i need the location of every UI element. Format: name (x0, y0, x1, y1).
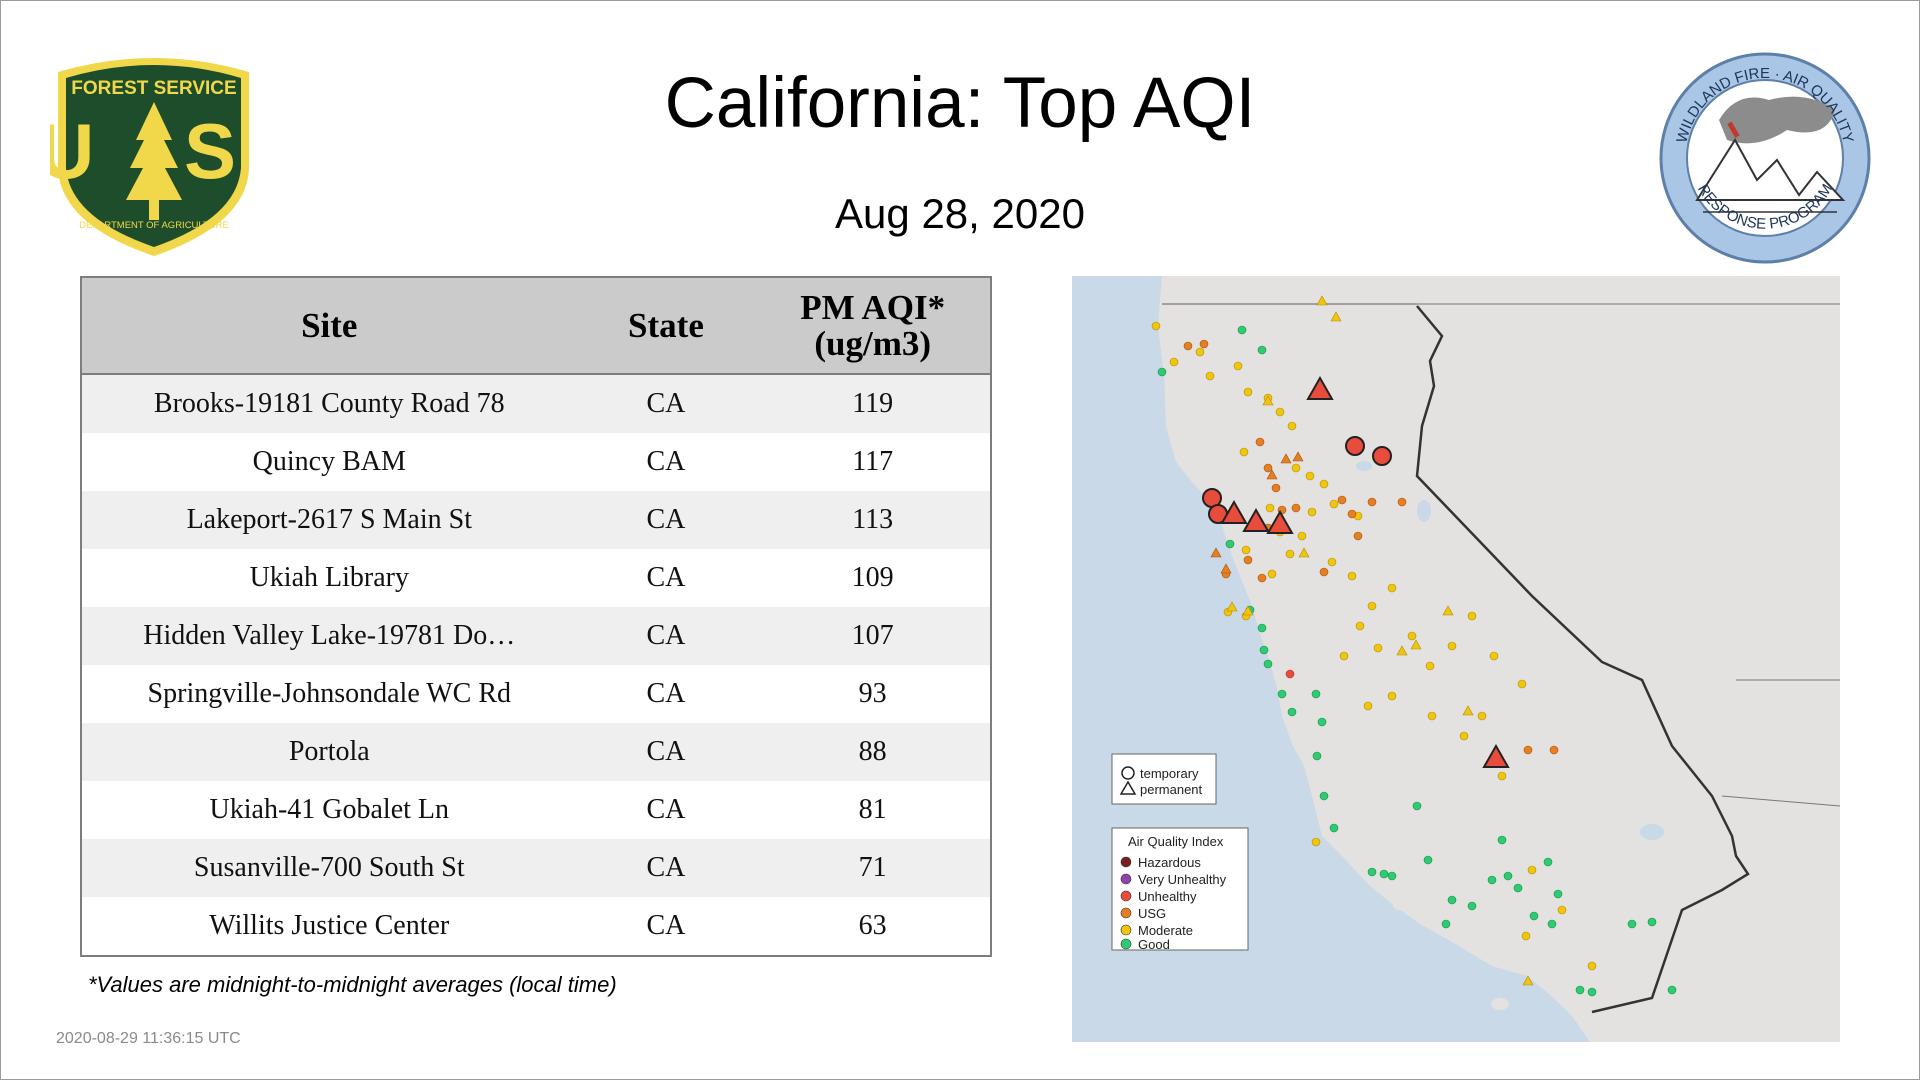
air-quality-program-logo: WILDLAND FIRE · AIR QUALITY RESPONSE PRO… (1659, 52, 1871, 264)
table-row: Lakeport-2617 S Main St CA 113 (81, 491, 991, 549)
temporary-marker-icon (1121, 766, 1135, 780)
site-cell: Hidden Valley Lake-19781 Do… (81, 607, 577, 665)
aqi-value-cell: 63 (755, 897, 991, 956)
aqi-value-cell: 71 (755, 839, 991, 897)
permanent-marker-icon (1119, 780, 1137, 795)
state-cell: CA (576, 781, 756, 839)
table-row: Ukiah Library CA 109 (81, 549, 991, 607)
legend-hazardous-label: Hazardous (1138, 855, 1201, 870)
moderate-swatch (1120, 924, 1132, 936)
island (1393, 901, 1421, 911)
lake-tahoe (1417, 500, 1431, 522)
hazardous-swatch (1120, 856, 1132, 868)
aqi-header-line1: PM AQI* (800, 287, 946, 327)
state-cell: CA (576, 897, 756, 956)
aqi-value-cell: 117 (755, 433, 991, 491)
table-row: Susanville-700 South St CA 71 (81, 839, 991, 897)
timestamp: 2020-08-29 11:36:15 UTC (56, 1030, 241, 1047)
state-cell: CA (576, 723, 756, 781)
site-cell: Quincy BAM (81, 433, 577, 491)
unhealthy-monitors (1202, 375, 1510, 768)
aqi-header-line2: (ug/m3) (814, 323, 931, 363)
site-cell: Portola (81, 723, 577, 781)
nevada-border (1417, 303, 1840, 807)
table-row: Hidden Valley Lake-19781 Do… CA 107 (81, 607, 991, 665)
table-row: Springville-Johnsondale WC Rd CA 93 (81, 665, 991, 723)
aqi-value-cell: 113 (755, 491, 991, 549)
site-column-header: Site (81, 277, 577, 375)
footnote: *Values are midnight-to-midnight average… (88, 972, 617, 997)
legend-usg-label: USG (1138, 906, 1166, 921)
land-area (1158, 276, 1840, 1042)
very-unhealthy-swatch (1120, 873, 1132, 885)
forest-service-logo: FOREST SERVICE U S DEPARTMENT OF AGRICUL… (50, 58, 249, 256)
moderate-permanent-monitors (1226, 295, 1534, 986)
state-cell: CA (576, 607, 756, 665)
table-row: Willits Justice Center CA 63 (81, 897, 991, 956)
island (1422, 910, 1442, 918)
site-cell: Willits Justice Center (81, 897, 577, 956)
aqi-value-cell: 119 (755, 374, 991, 433)
site-cell: Springville-Johnsondale WC Rd (81, 665, 577, 723)
aqi-value-cell: 109 (755, 549, 991, 607)
state-cell: CA (576, 491, 756, 549)
aqi-value-cell: 107 (755, 607, 991, 665)
table-row: Brooks-19181 County Road 78 CA 119 (81, 374, 991, 433)
usg-monitors (1183, 339, 1559, 755)
good-swatch (1120, 938, 1132, 950)
unhealthy-swatch (1120, 890, 1132, 902)
state-column-header: State (576, 277, 756, 375)
monitor-type-legend: temporary permanent (1111, 753, 1217, 805)
state-cell: CA (576, 374, 756, 433)
state-cell: CA (576, 665, 756, 723)
aqi-value-cell: 81 (755, 781, 991, 839)
table-row: Quincy BAM CA 117 (81, 433, 991, 491)
state-cell: CA (576, 839, 756, 897)
site-cell: Brooks-19181 County Road 78 (81, 374, 577, 433)
site-cell: Lakeport-2617 S Main St (81, 491, 577, 549)
legend-temporary-label: temporary (1140, 766, 1199, 781)
aqi-value-cell: 93 (755, 665, 991, 723)
legend-permanent-label: permanent (1140, 782, 1203, 797)
state-cell: CA (576, 433, 756, 491)
pine-tree-icon (126, 102, 182, 220)
aqi-table: Site State PM AQI* (ug/m3) Brooks-19181 … (80, 276, 992, 957)
page-date: Aug 28, 2020 (835, 190, 1085, 237)
island (1491, 998, 1509, 1010)
california-border (1415, 305, 1750, 1014)
aqi-column-header: PM AQI* (ug/m3) (755, 277, 991, 375)
good-monitors (1157, 325, 1677, 997)
usg-permanent-monitors (1210, 451, 1304, 574)
site-cell: Ukiah Library (81, 549, 577, 607)
aqi-legend: Air Quality Index Hazardous Very Unhealt… (1111, 827, 1249, 952)
legend-unhealthy-label: Unhealthy (1138, 889, 1197, 904)
site-cell: Ukiah-41 Gobalet Ln (81, 781, 577, 839)
lake (1640, 824, 1664, 840)
logo-forest-service-text: FOREST SERVICE (71, 78, 236, 99)
usg-swatch (1120, 907, 1132, 919)
california-aqi-map: temporary permanent Air Quality Index Ha… (1072, 276, 1840, 1042)
aqi-legend-title: Air Quality Index (1128, 834, 1224, 849)
smoke-icon (1719, 96, 1835, 144)
legend-moderate-label: Moderate (1138, 923, 1193, 938)
unhealthy-monitor (1285, 669, 1295, 679)
table-row: Ukiah-41 Gobalet Ln CA 81 (81, 781, 991, 839)
aqi-value-cell: 88 (755, 723, 991, 781)
legend-good-label: Good (1138, 937, 1170, 952)
logo-department-text: DEPARTMENT OF AGRICULTURE (79, 220, 229, 231)
lake (1356, 461, 1372, 471)
state-cell: CA (576, 549, 756, 607)
legend-very-unhealthy-label: Very Unhealthy (1138, 872, 1227, 887)
mountains-icon (1695, 138, 1846, 201)
site-cell: Susanville-700 South St (81, 839, 577, 897)
table-header-row: Site State PM AQI* (ug/m3) (81, 277, 991, 375)
page-title: California: Top AQI (664, 64, 1256, 143)
table-row: Portola CA 88 (81, 723, 991, 781)
